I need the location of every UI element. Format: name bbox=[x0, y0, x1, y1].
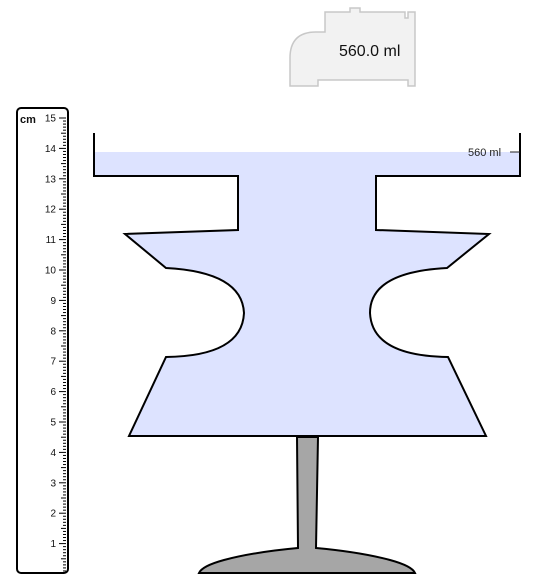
water-fill bbox=[94, 152, 520, 436]
ruler-label-1: 1 bbox=[50, 539, 56, 550]
container[interactable]: 560 ml bbox=[93, 133, 521, 437]
ruler-label-4: 4 bbox=[50, 448, 56, 459]
ruler-body[interactable] bbox=[16, 107, 69, 574]
ruler-label-14: 14 bbox=[45, 144, 57, 155]
ruler-label-5: 5 bbox=[50, 418, 56, 429]
ruler-label-9: 9 bbox=[50, 296, 56, 307]
ruler-label-2: 2 bbox=[50, 509, 56, 520]
ruler-label-11: 11 bbox=[46, 235, 57, 246]
stand bbox=[197, 436, 417, 574]
water-level-label: 560 ml bbox=[468, 147, 501, 159]
ruler-label-10: 10 bbox=[45, 266, 57, 277]
ruler-label-13: 13 bbox=[45, 174, 57, 185]
ruler-label-12: 12 bbox=[45, 205, 57, 216]
ruler-ticks bbox=[59, 117, 66, 572]
tap-volume-display: 560.0 ml bbox=[339, 43, 400, 60]
stand-stem bbox=[197, 436, 417, 574]
tap-icon[interactable] bbox=[289, 7, 416, 87]
ruler-label-3: 3 bbox=[50, 478, 56, 489]
ruler-unit-label: cm bbox=[20, 114, 36, 126]
ruler-label-8: 8 bbox=[50, 326, 56, 337]
tap[interactable]: 560.0 ml bbox=[289, 7, 416, 87]
ruler-label-15: 15 bbox=[45, 114, 57, 125]
ruler-label-6: 6 bbox=[50, 387, 56, 398]
ruler-label-7: 7 bbox=[50, 357, 56, 368]
